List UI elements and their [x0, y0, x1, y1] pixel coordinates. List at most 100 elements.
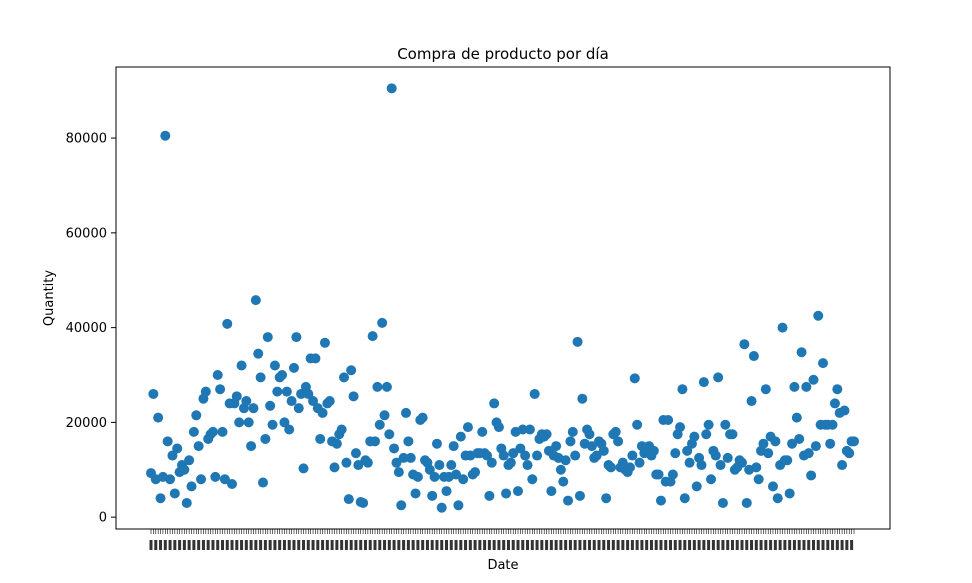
data-point: [515, 443, 526, 454]
data-point: [374, 419, 385, 430]
x-tick-label-glyph: [459, 540, 463, 550]
data-point: [741, 497, 752, 508]
data-point: [181, 497, 192, 508]
x-tick-label-glyph: [716, 540, 720, 550]
x-tick-label-glyph: [673, 540, 677, 550]
y-tick-label: 40000: [66, 321, 107, 336]
x-tick-label-glyph: [692, 540, 696, 550]
data-point: [319, 337, 330, 348]
x-tick-label-glyph: [187, 540, 191, 550]
data-point: [801, 381, 812, 392]
x-tick-label-glyph: [850, 540, 854, 550]
data-point: [682, 445, 693, 456]
data-point: [584, 429, 595, 440]
x-tick-label-glyph: [173, 540, 177, 550]
data-point: [574, 490, 585, 501]
x-tick-label-glyph: [788, 540, 792, 550]
x-tick-label-glyph: [302, 540, 306, 550]
data-point: [453, 500, 464, 511]
x-tick-label-glyph: [726, 540, 730, 550]
data-point: [372, 381, 383, 392]
data-point: [384, 429, 395, 440]
data-point: [663, 415, 674, 426]
x-tick-label-glyph: [383, 540, 387, 550]
data-point: [796, 347, 807, 358]
data-point: [527, 474, 538, 485]
data-point: [291, 332, 302, 343]
data-point: [455, 431, 466, 442]
data-point: [701, 429, 712, 440]
x-tick-label-glyph: [340, 540, 344, 550]
data-point: [803, 448, 814, 459]
x-tick-label-glyph: [373, 540, 377, 550]
data-point: [717, 497, 728, 508]
data-point: [691, 481, 702, 492]
data-point: [849, 436, 859, 447]
x-tick-label-glyph: [330, 540, 334, 550]
data-point: [250, 295, 261, 306]
data-point: [489, 398, 500, 409]
x-tick-label-glyph: [464, 540, 468, 550]
data-point: [508, 448, 519, 459]
data-point: [336, 424, 347, 435]
x-tick-label-glyph: [402, 540, 406, 550]
x-tick-label-glyph: [368, 540, 372, 550]
data-point: [605, 462, 616, 473]
data-point: [591, 450, 602, 461]
data-point: [308, 396, 319, 407]
data-point: [648, 445, 659, 456]
x-tick-label-glyph: [259, 540, 263, 550]
data-point: [560, 455, 571, 466]
data-point: [386, 83, 397, 94]
data-point: [253, 348, 264, 359]
data-point: [720, 419, 731, 430]
data-point: [806, 470, 817, 481]
x-tick-label-glyph: [483, 540, 487, 550]
x-tick-label-glyph: [811, 540, 815, 550]
x-tick-label-glyph: [583, 540, 587, 550]
data-point: [279, 417, 290, 428]
data-point: [529, 388, 540, 399]
data-point: [160, 130, 171, 141]
data-point: [794, 433, 805, 444]
x-tick-label-glyph: [797, 540, 801, 550]
data-point: [753, 474, 764, 485]
data-point: [737, 457, 747, 468]
x-tick-label-glyph: [845, 540, 849, 550]
data-point: [341, 457, 352, 468]
x-tick-label-glyph: [840, 540, 844, 550]
x-tick-label-glyph: [521, 540, 525, 550]
x-tick-label-glyph: [506, 540, 510, 550]
x-tick-label-glyph: [778, 540, 782, 550]
x-tick-label-glyph: [750, 540, 754, 550]
x-tick-label-glyph: [363, 540, 367, 550]
x-tick-label-glyph: [378, 540, 382, 550]
x-tick-label-glyph: [411, 540, 415, 550]
x-tick-label-glyph: [387, 540, 391, 550]
data-point: [777, 322, 788, 333]
x-tick-label-glyph: [244, 540, 248, 550]
y-tick-label: 60000: [66, 226, 107, 241]
x-tick-label-glyph: [468, 540, 472, 550]
data-point: [424, 464, 435, 475]
x-tick-label-glyph: [263, 540, 267, 550]
data-point: [763, 448, 774, 459]
data-point: [148, 388, 159, 399]
data-point: [324, 396, 335, 407]
data-point: [653, 469, 664, 480]
chart-title: Compra de producto por día: [397, 45, 609, 63]
x-tick-label-glyph: [616, 540, 620, 550]
data-point: [713, 372, 724, 383]
x-tick-label-glyph: [225, 540, 229, 550]
data-point: [517, 424, 528, 435]
data-point: [837, 460, 848, 471]
x-tick-label-glyph: [249, 540, 253, 550]
x-tick-label-glyph: [497, 540, 501, 550]
data-point: [162, 436, 173, 447]
data-point: [760, 384, 771, 395]
x-tick-label-glyph: [516, 540, 520, 550]
data-point: [169, 488, 180, 499]
x-tick-label-glyph: [454, 540, 458, 550]
data-point: [298, 463, 309, 474]
